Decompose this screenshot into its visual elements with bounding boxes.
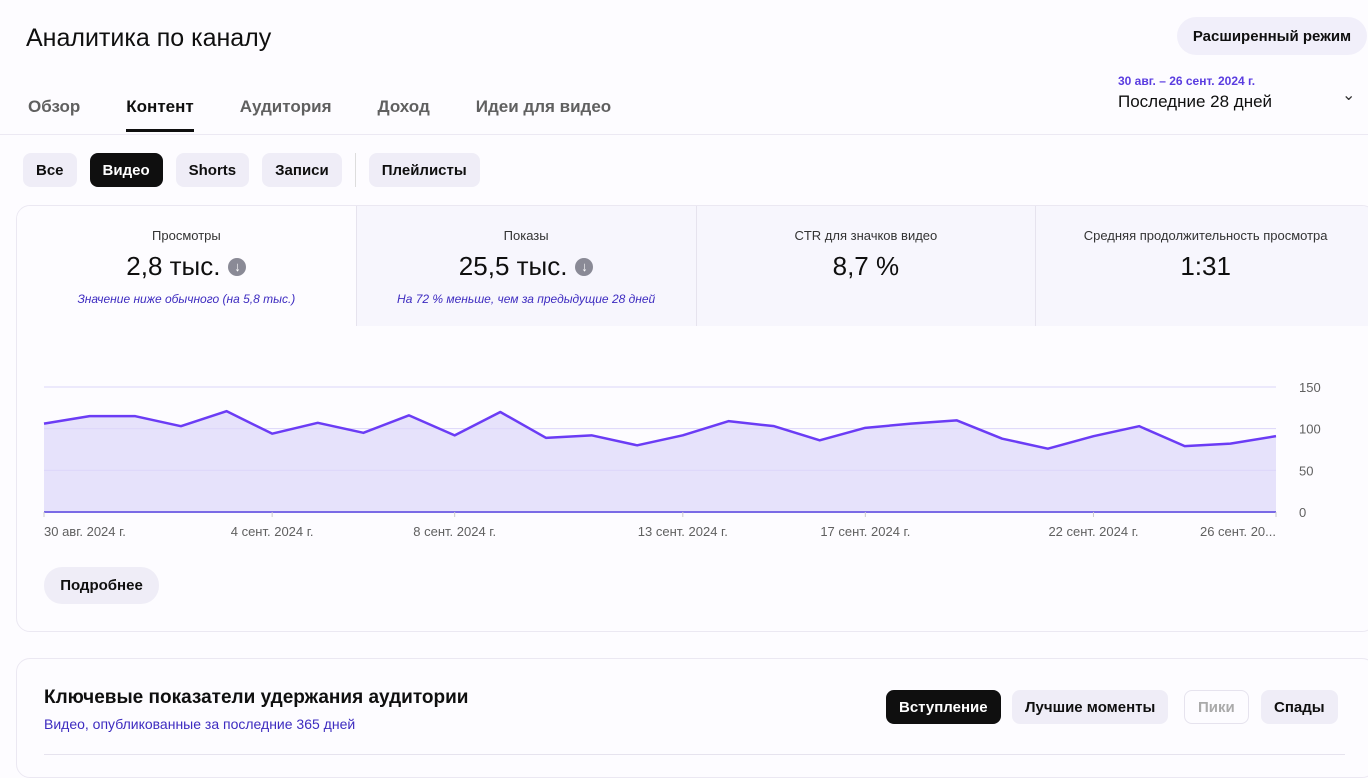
chevron-down-icon[interactable]: ⌄	[1342, 87, 1356, 104]
y-tick-label: 50	[1299, 463, 1313, 478]
metric-value: 8,7 %	[832, 251, 900, 281]
metric-value: 25,5 тыс.	[458, 251, 568, 281]
metric-label: Показы	[503, 228, 549, 243]
arrow-down-icon: ↓	[575, 257, 594, 276]
arrow-down-icon: ↓	[228, 257, 247, 276]
metric-views[interactable]: Просмотры 2,8 тыс. ↓ Значение ниже обычно…	[17, 206, 357, 326]
retention-card: Ключевые показатели удержания аудитории …	[16, 658, 1368, 778]
y-tick-label: 150	[1299, 380, 1321, 395]
metric-ctr[interactable]: CTR для значков видео 8,7 %	[696, 206, 1037, 326]
metric-value: 2,8 тыс.	[126, 251, 221, 281]
content-filters: Все Видео Shorts Записи Плейлисты	[23, 153, 493, 187]
metric-label: Просмотры	[152, 228, 221, 243]
retention-subtitle: Видео, опубликованные за последние 365 д…	[44, 716, 356, 732]
tabs: Обзор Контент Аудитория Доход Идеи для в…	[28, 97, 657, 132]
tab-revenue[interactable]: Доход	[377, 97, 430, 116]
metric-label: Средняя продолжительность просмотра	[1083, 228, 1328, 243]
chart-line	[43, 409, 1277, 450]
filter-video[interactable]: Видео	[89, 153, 163, 187]
tab-audience[interactable]: Аудитория	[239, 97, 332, 116]
views-chart[interactable]: 0 50 100 150 30 авг. 2024 г. 4 сент. 2024 г. 8…	[17, 206, 1368, 632]
intro-button[interactable]: Вступление	[886, 690, 1001, 724]
x-tick-label: 17 сент. 2024 г.	[820, 524, 910, 539]
peaks-button[interactable]: Пики	[1184, 690, 1249, 724]
x-tick-label: 4 сент. 2024 г.	[231, 524, 314, 539]
more-button[interactable]: Подробнее	[44, 567, 159, 604]
y-tick-label: 100	[1299, 422, 1321, 437]
metrics-card: Просмотры 2,8 тыс. ↓ Значение ниже обычно…	[16, 205, 1368, 632]
metric-value: 1:31	[1180, 251, 1231, 281]
chart-area-fill	[44, 411, 1276, 512]
date-range-dates: 30 авг. – 26 сент. 2024 г.	[1118, 74, 1256, 88]
metric-label: CTR для значков видео	[794, 228, 938, 243]
metric-note: На 72 % меньше, чем за предыдущие 28 дне…	[397, 292, 656, 306]
tab-overview[interactable]: Обзор	[28, 97, 81, 116]
metric-impressions[interactable]: Показы 25,5 тыс. ↓ На 72 % меньше, чем за…	[356, 206, 697, 326]
dips-button[interactable]: Спады	[1261, 690, 1338, 724]
divider	[44, 754, 1345, 755]
date-range-period: Последние 28 дней	[1118, 92, 1273, 111]
filter-playlists[interactable]: Плейлисты	[368, 153, 480, 187]
x-tick-label: 8 сент. 2024 г.	[413, 524, 496, 539]
date-range-picker[interactable]: 30 авг. – 26 сент. 2024 г. Последние 28 …	[1118, 74, 1272, 112]
x-tick-label: 30 авг. 2024 г.	[44, 524, 126, 539]
x-tick-label: 22 сент. 2024 г.	[1048, 524, 1138, 539]
metric-note: Значение ниже обычного (на 5,8 тыс.)	[77, 292, 296, 306]
y-tick-label: 0	[1299, 505, 1306, 520]
retention-title: Ключевые показатели удержания аудитории	[44, 687, 469, 708]
filter-shorts[interactable]: Shorts	[175, 153, 250, 187]
tab-ideas[interactable]: Идеи для видео	[475, 97, 612, 116]
filter-all[interactable]: Все	[23, 153, 77, 187]
x-tick-label: 13 сент. 2024 г.	[638, 524, 728, 539]
divider	[0, 134, 1368, 135]
x-tick-label: 26 сент. 20...	[1200, 524, 1276, 539]
tab-content[interactable]: Контент	[126, 97, 194, 132]
metric-avg-duration[interactable]: Средняя продолжительность просмотра 1:31	[1036, 206, 1368, 326]
best-moments-button[interactable]: Лучшие моменты	[1012, 690, 1169, 724]
divider	[354, 153, 356, 187]
filter-posts[interactable]: Записи	[262, 153, 342, 187]
advanced-mode-button[interactable]: Расширенный режим	[1177, 17, 1367, 55]
page-title: Аналитика по каналу	[26, 24, 272, 52]
